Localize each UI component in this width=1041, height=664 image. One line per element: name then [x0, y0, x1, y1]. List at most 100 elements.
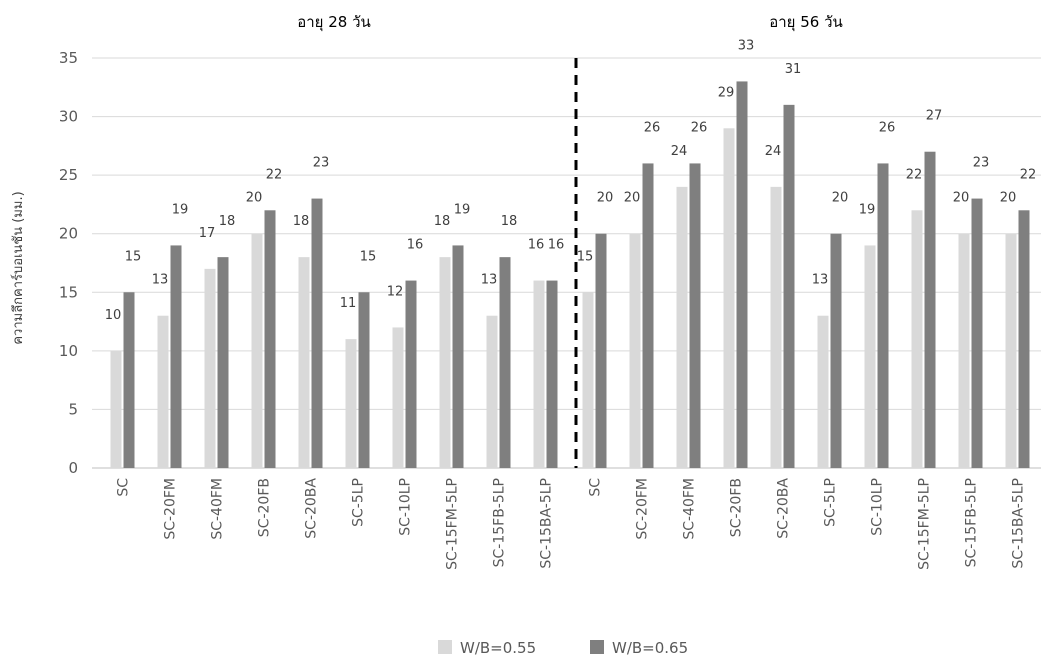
bar — [298, 257, 310, 468]
category-label: SC-15BA-5LP — [1011, 478, 1027, 569]
bar — [311, 198, 323, 469]
category-label: SC-20FB — [729, 478, 745, 537]
bar — [157, 315, 169, 468]
data-label: 22 — [906, 167, 923, 182]
bar — [689, 163, 701, 468]
category-label: SC-10LP — [398, 478, 414, 536]
data-label: 20 — [597, 191, 614, 206]
bar — [595, 233, 607, 468]
bar — [770, 186, 782, 468]
gridlines — [92, 57, 1041, 469]
bar — [358, 292, 370, 468]
data-label: 23 — [313, 156, 330, 171]
bar — [392, 327, 404, 468]
data-label: 15 — [577, 249, 594, 264]
data-label: 13 — [812, 273, 829, 288]
bar — [110, 350, 122, 468]
data-label: 20 — [1000, 191, 1017, 206]
bar — [486, 315, 498, 468]
data-label: 20 — [246, 191, 263, 206]
data-label: 24 — [765, 144, 782, 159]
data-label: 27 — [926, 109, 943, 124]
legend-swatch — [590, 640, 604, 654]
bar — [170, 245, 182, 468]
bar — [499, 257, 511, 468]
category-label: SC-15FB-5LP — [964, 478, 980, 567]
data-label: 22 — [1020, 167, 1037, 182]
category-label: SC-15FM-5LP — [445, 478, 461, 570]
bar — [817, 315, 829, 468]
data-label: 13 — [481, 273, 498, 288]
data-label: 18 — [219, 214, 236, 229]
category-label: SC-40FM — [210, 478, 226, 540]
group-titles: อายุ 28 วัน อายุ 56 วัน — [297, 13, 843, 32]
bar — [405, 280, 417, 468]
data-label: 19 — [859, 202, 876, 217]
bar — [1005, 233, 1017, 468]
data-label: 20 — [953, 191, 970, 206]
bar — [582, 292, 594, 468]
bar — [958, 233, 970, 468]
data-label: 16 — [407, 238, 424, 253]
bar — [642, 163, 654, 468]
data-label: 18 — [434, 214, 451, 229]
data-label: 20 — [832, 191, 849, 206]
bar — [439, 257, 451, 468]
category-label: SC-15FB-5LP — [492, 478, 508, 567]
group-title: อายุ 56 วัน — [769, 13, 843, 32]
data-label: 22 — [266, 167, 283, 182]
bar — [723, 128, 735, 469]
data-label: 26 — [879, 120, 896, 135]
y-axis-title: ความลึกคาร์บอเนชัน (มม.) — [10, 191, 26, 344]
bar — [264, 210, 276, 469]
category-label: SC-15BA-5LP — [539, 478, 555, 569]
bar — [971, 198, 983, 469]
data-label: 15 — [125, 249, 142, 264]
category-label: SC-5LP — [351, 478, 367, 527]
category-label: SC-20FM — [635, 478, 651, 540]
bar — [533, 280, 545, 468]
y-tick-label: 15 — [59, 283, 78, 301]
category-label: SC — [116, 478, 132, 497]
category-label: SC — [588, 478, 604, 497]
y-tick-label: 20 — [59, 225, 78, 243]
data-label: 19 — [454, 202, 471, 217]
data-label: 20 — [624, 191, 641, 206]
category-label: SC-15FM-5LP — [917, 478, 933, 570]
bar — [864, 245, 876, 468]
category-label: SC-10LP — [870, 478, 886, 536]
legend-swatch — [438, 640, 452, 654]
bar — [1018, 210, 1030, 469]
bar — [924, 151, 936, 468]
bar — [217, 257, 229, 468]
bar — [546, 280, 558, 468]
y-tick-label: 5 — [68, 400, 78, 418]
bar — [736, 81, 748, 468]
data-label: 13 — [152, 273, 169, 288]
category-labels: SC SC-20FM SC-40FM SC-20FB SC-20BA SC-5LP SC-1… — [116, 478, 1027, 570]
bar — [452, 245, 464, 468]
data-label: 26 — [691, 120, 708, 135]
bar — [676, 186, 688, 468]
data-label: 17 — [199, 226, 216, 241]
data-label: 31 — [785, 62, 802, 77]
data-label: 16 — [528, 238, 545, 253]
data-label: 26 — [644, 120, 661, 135]
bar — [251, 233, 263, 468]
data-label: 23 — [973, 156, 990, 171]
bar — [911, 210, 923, 469]
y-axis-ticks: 0 5 10 15 20 25 30 35 — [59, 49, 78, 477]
y-tick-label: 30 — [59, 108, 78, 126]
bar — [629, 233, 641, 468]
legend-label: W/B=0.55 — [460, 639, 536, 657]
y-tick-label: 25 — [59, 166, 78, 184]
data-label: 18 — [293, 214, 310, 229]
category-label: SC-20BA — [304, 478, 320, 539]
bar — [877, 163, 889, 468]
bar — [345, 339, 357, 468]
legend-label: W/B=0.65 — [612, 639, 688, 657]
category-label: SC-40FM — [682, 478, 698, 540]
data-label: 33 — [738, 38, 755, 53]
